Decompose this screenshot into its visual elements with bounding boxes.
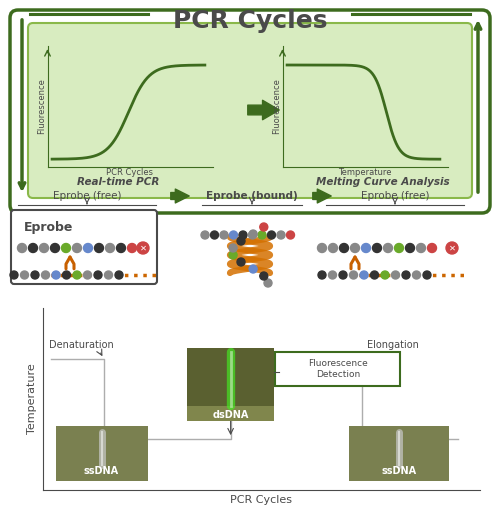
Circle shape [328, 244, 338, 252]
Y-axis label: Fluorescence: Fluorescence [272, 78, 281, 134]
Circle shape [73, 271, 81, 279]
Circle shape [328, 271, 336, 279]
Text: Eprobe: Eprobe [24, 221, 74, 234]
Text: Eprobe (free): Eprobe (free) [361, 191, 429, 201]
Circle shape [220, 231, 228, 239]
Circle shape [446, 242, 458, 254]
Text: ssDNA: ssDNA [382, 466, 416, 476]
Text: ✕: ✕ [140, 244, 146, 252]
FancyBboxPatch shape [56, 426, 148, 481]
FancyBboxPatch shape [275, 352, 400, 386]
Circle shape [423, 271, 431, 279]
Circle shape [52, 271, 60, 279]
Circle shape [72, 244, 82, 252]
Circle shape [62, 271, 70, 279]
Text: ssDNA: ssDNA [84, 466, 119, 476]
Text: Melting Curve Analysis: Melting Curve Analysis [316, 177, 450, 187]
Circle shape [104, 271, 112, 279]
Circle shape [258, 231, 266, 239]
FancyArrowPatch shape [171, 189, 189, 203]
Text: ✕: ✕ [448, 244, 456, 252]
Y-axis label: Fluorescence: Fluorescence [37, 78, 46, 134]
Circle shape [42, 271, 50, 279]
Circle shape [248, 231, 256, 239]
Circle shape [106, 244, 114, 252]
Circle shape [116, 244, 126, 252]
FancyArrowPatch shape [313, 189, 331, 203]
Circle shape [360, 271, 368, 279]
Circle shape [20, 271, 28, 279]
Circle shape [260, 223, 268, 231]
Circle shape [318, 244, 326, 252]
Circle shape [40, 244, 48, 252]
Circle shape [28, 244, 38, 252]
Circle shape [350, 271, 358, 279]
FancyBboxPatch shape [349, 426, 450, 481]
Circle shape [381, 271, 389, 279]
Circle shape [372, 244, 382, 252]
Text: Eprobe (bound): Eprobe (bound) [206, 191, 298, 201]
Circle shape [237, 237, 245, 245]
Circle shape [406, 244, 414, 252]
FancyBboxPatch shape [10, 10, 490, 213]
X-axis label: PCR Cycles: PCR Cycles [106, 168, 154, 177]
Circle shape [84, 244, 92, 252]
Circle shape [62, 244, 70, 252]
FancyBboxPatch shape [187, 348, 274, 421]
Text: Denaturation: Denaturation [50, 340, 114, 350]
Circle shape [350, 244, 360, 252]
Circle shape [18, 244, 26, 252]
Circle shape [340, 244, 348, 252]
Circle shape [416, 244, 426, 252]
Circle shape [394, 244, 404, 252]
Circle shape [249, 230, 257, 238]
Circle shape [318, 271, 326, 279]
Circle shape [362, 244, 370, 252]
Circle shape [268, 231, 276, 239]
Circle shape [402, 271, 410, 279]
Text: Elongation: Elongation [366, 340, 418, 350]
Circle shape [264, 279, 272, 287]
Text: Annealing: Annealing [200, 407, 262, 417]
FancyArrowPatch shape [248, 100, 279, 120]
Circle shape [339, 271, 347, 279]
Text: Eprobe (free): Eprobe (free) [53, 191, 121, 201]
Circle shape [201, 231, 209, 239]
Circle shape [50, 244, 59, 252]
Circle shape [384, 244, 392, 252]
X-axis label: PCR Cycles: PCR Cycles [230, 496, 292, 505]
Circle shape [210, 231, 218, 239]
Circle shape [286, 231, 294, 239]
Circle shape [115, 271, 123, 279]
Circle shape [94, 271, 102, 279]
Circle shape [10, 271, 18, 279]
Circle shape [230, 231, 237, 239]
Circle shape [94, 244, 104, 252]
Text: dsDNA: dsDNA [212, 410, 249, 420]
FancyBboxPatch shape [187, 406, 274, 421]
Circle shape [229, 251, 237, 259]
X-axis label: Temperature: Temperature [338, 168, 392, 177]
Circle shape [229, 244, 237, 252]
Circle shape [239, 231, 247, 239]
Y-axis label: Temperature: Temperature [27, 364, 37, 434]
FancyBboxPatch shape [11, 210, 157, 284]
Circle shape [370, 271, 378, 279]
Circle shape [428, 244, 436, 252]
Circle shape [137, 242, 149, 254]
Circle shape [249, 265, 257, 273]
Text: PCR Cycles: PCR Cycles [173, 9, 327, 33]
Text: Real-time PCR: Real-time PCR [77, 177, 159, 187]
FancyBboxPatch shape [28, 23, 472, 198]
Circle shape [31, 271, 39, 279]
Circle shape [392, 271, 400, 279]
Circle shape [237, 258, 245, 266]
Circle shape [277, 231, 285, 239]
Circle shape [260, 272, 268, 280]
Text: Fluorescence
Detection: Fluorescence Detection [308, 359, 368, 379]
Circle shape [84, 271, 92, 279]
Circle shape [128, 244, 136, 252]
Circle shape [412, 271, 420, 279]
